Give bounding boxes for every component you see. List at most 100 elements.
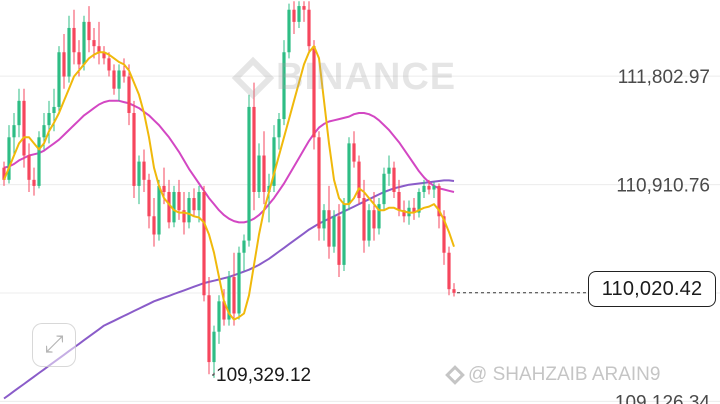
candle	[452, 283, 456, 297]
candle	[352, 131, 356, 168]
candle-body	[447, 252, 451, 290]
candle-body	[157, 185, 161, 235]
binance-wordmark: BINANCE	[276, 56, 457, 98]
candle	[122, 58, 126, 83]
candle-body	[177, 191, 181, 211]
candle	[217, 295, 221, 344]
candle	[202, 185, 206, 302]
candle-body	[417, 191, 421, 213]
candle	[227, 270, 231, 326]
candle	[247, 94, 251, 247]
candle	[72, 9, 76, 65]
candle	[222, 289, 226, 326]
candle	[177, 179, 181, 220]
candle-body	[397, 191, 401, 211]
candle-body	[342, 204, 346, 265]
candle	[152, 198, 156, 247]
candle	[157, 179, 161, 241]
candle	[377, 198, 381, 235]
candle	[277, 112, 281, 150]
candle	[62, 34, 66, 89]
candle-body	[152, 216, 156, 235]
annotations	[212, 292, 588, 376]
ma-mid-path	[3, 99, 455, 224]
candle-body	[347, 143, 351, 205]
candle-body	[12, 125, 16, 138]
candle	[192, 188, 196, 217]
candle	[107, 52, 111, 77]
current-price-label: 110,020.42	[588, 271, 716, 307]
candle-body	[242, 240, 246, 253]
candle	[347, 137, 351, 211]
candle-body	[302, 6, 306, 10]
candle	[372, 191, 376, 241]
candle	[287, 3, 291, 59]
candle	[142, 149, 146, 192]
candle-body	[227, 277, 231, 320]
moving-average-fast-line	[3, 45, 455, 321]
candle-body	[277, 119, 281, 138]
candle-body	[427, 185, 431, 190]
candle	[252, 82, 256, 211]
candle	[282, 40, 286, 126]
candle	[392, 161, 396, 199]
price-tick-label: 110,910.76	[616, 176, 710, 197]
candle	[32, 167, 36, 196]
candle	[172, 185, 176, 228]
candle-body	[42, 125, 46, 138]
candle	[132, 100, 136, 199]
candle-body	[237, 252, 241, 314]
candle-body	[52, 106, 56, 113]
candle-body	[327, 210, 331, 247]
candle	[427, 179, 431, 195]
candle	[432, 182, 436, 199]
candle	[112, 64, 116, 95]
candle-body	[167, 191, 171, 223]
candle	[422, 179, 426, 199]
candle	[332, 210, 336, 253]
candle-body	[2, 167, 6, 180]
candle-body	[87, 21, 91, 41]
candle	[417, 188, 421, 218]
candle	[27, 143, 31, 192]
candle	[187, 191, 191, 229]
candle-body	[47, 112, 51, 126]
expand-chart-button[interactable]: ⤢	[32, 323, 76, 367]
candle-body	[322, 210, 326, 229]
candle-body	[57, 52, 61, 107]
candle-body	[72, 27, 76, 53]
candle-body	[262, 155, 266, 192]
author-watermark: @ SHAHZAIB ARAIN9	[445, 364, 661, 386]
candle-body	[77, 52, 81, 65]
candle-body	[392, 167, 396, 192]
candle	[2, 161, 6, 186]
binance-watermark: BINANCE	[231, 56, 457, 99]
candle	[87, 6, 91, 53]
candle	[92, 27, 96, 59]
author-handle: @ SHAHZAIB ARAIN9	[468, 364, 661, 385]
candle-body	[282, 52, 286, 120]
candle-body	[107, 58, 111, 71]
price-tick-label: 111,802.97	[618, 67, 710, 88]
candle	[127, 64, 131, 126]
candle	[47, 100, 51, 144]
candle-body	[17, 100, 21, 126]
candle	[327, 185, 331, 259]
candle-body	[112, 70, 116, 89]
candle	[297, 1, 301, 28]
candle	[342, 198, 346, 271]
candle-body	[117, 70, 121, 89]
candle-body	[132, 112, 136, 186]
candle	[212, 325, 216, 378]
candle-body	[122, 70, 126, 77]
candle-body	[82, 21, 86, 65]
candle-body	[7, 137, 11, 180]
candle-body	[137, 161, 141, 186]
candlesticks	[2, 1, 456, 378]
candle-body	[92, 40, 96, 47]
candle-body	[402, 210, 406, 217]
candle	[237, 246, 241, 320]
candle	[207, 277, 211, 375]
candle	[7, 125, 11, 184]
candle	[22, 88, 26, 168]
